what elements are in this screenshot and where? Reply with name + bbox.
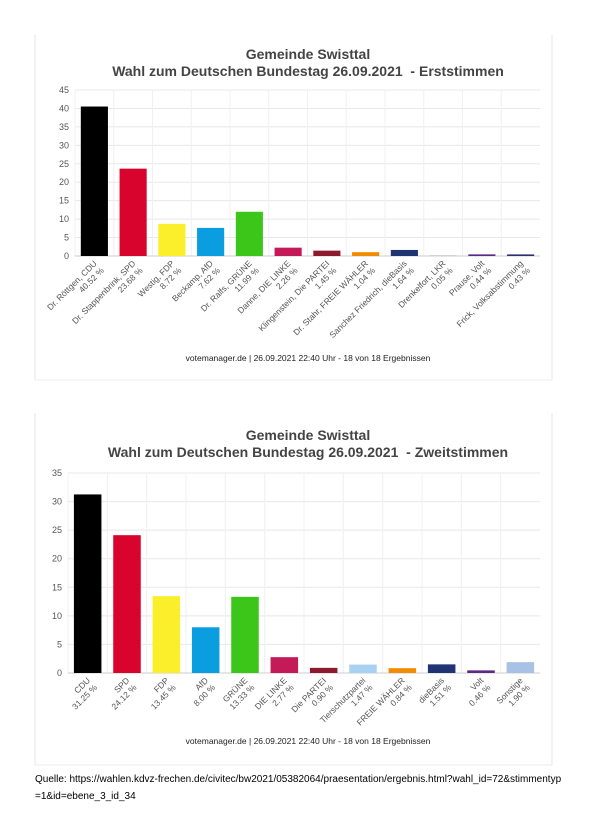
bar — [152, 596, 181, 673]
chart-subtitle: Wahl zum Deutschen Bundestag 26.09.2021 … — [112, 63, 504, 79]
chart-footer: votemanager.de | 26.09.2021 22:40 Uhr - … — [186, 736, 431, 746]
bar — [507, 254, 535, 256]
bar — [197, 227, 225, 256]
y-tick-label: 5 — [64, 233, 69, 243]
y-tick-label: 10 — [59, 214, 69, 224]
bar — [191, 627, 220, 673]
y-tick-label: 0 — [57, 668, 62, 678]
y-tick-label: 45 — [59, 85, 69, 95]
bar — [352, 252, 380, 256]
bar — [270, 657, 299, 673]
chart-title: Gemeinde Swisttal — [246, 46, 370, 62]
y-tick-label: 20 — [52, 554, 62, 564]
bar — [468, 254, 496, 256]
bar — [467, 670, 495, 673]
y-tick-label: 0 — [64, 251, 69, 261]
bar — [313, 250, 341, 256]
source-text: Quelle: https://wahlen.kdvz-frechen.de/c… — [35, 774, 562, 802]
y-tick-label: 25 — [59, 159, 69, 169]
x-tick-label: Frick, Volksabstimmung — [455, 258, 526, 329]
y-tick-label: 5 — [57, 639, 62, 649]
bar — [274, 247, 302, 256]
bar — [158, 223, 186, 256]
bar — [80, 106, 108, 257]
chart-subtitle: Wahl zum Deutschen Bundestag 26.09.2021 … — [108, 444, 508, 460]
y-tick-label: 35 — [52, 468, 62, 478]
y-tick-label: 20 — [59, 177, 69, 187]
bar — [388, 668, 417, 673]
bar — [349, 664, 377, 673]
chart-title: Gemeinde Swisttal — [246, 427, 370, 443]
bar — [309, 667, 338, 673]
y-tick-label: 40 — [59, 103, 69, 113]
y-tick-label: 30 — [52, 497, 62, 507]
bar — [73, 494, 102, 673]
bar — [235, 211, 263, 256]
bar — [506, 662, 535, 673]
bar — [231, 596, 259, 673]
y-tick-label: 10 — [52, 611, 62, 621]
bar — [427, 664, 456, 673]
bar — [119, 168, 147, 256]
chart-footer: votemanager.de | 26.09.2021 22:40 Uhr - … — [186, 353, 431, 363]
y-tick-label: 25 — [52, 525, 62, 535]
bar — [113, 535, 141, 673]
y-tick-label: 15 — [59, 196, 69, 206]
bar — [390, 249, 418, 256]
y-tick-label: 15 — [52, 582, 62, 592]
y-tick-label: 35 — [59, 122, 69, 132]
y-tick-label: 30 — [59, 140, 69, 150]
